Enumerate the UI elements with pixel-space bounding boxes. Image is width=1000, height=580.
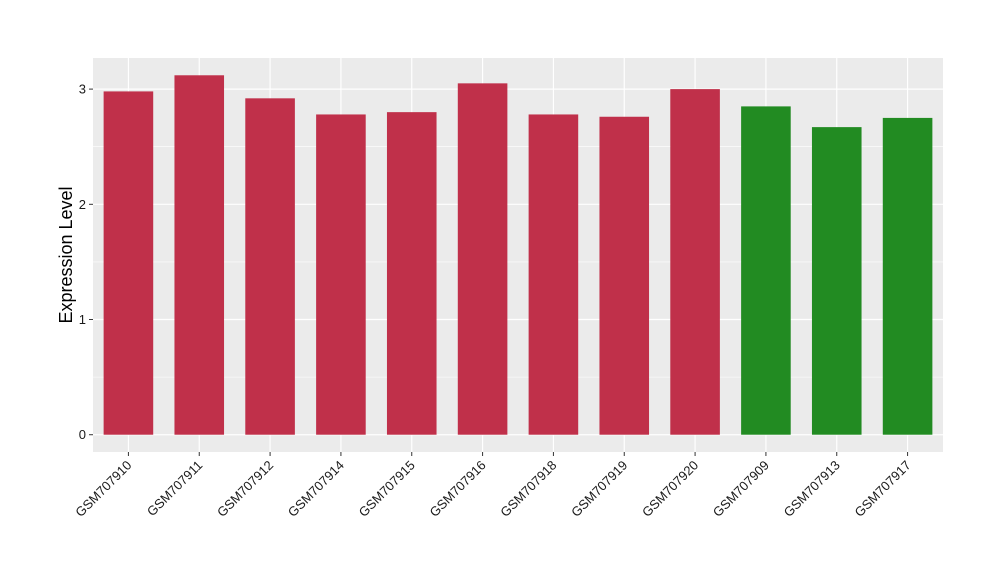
- bar-gsm707917: [882, 117, 933, 435]
- y-axis-title: Expression Level: [56, 186, 76, 323]
- x-tick-label: GSM707910: [72, 458, 134, 520]
- y-tick-label: 0: [79, 427, 86, 442]
- bar-gsm707920: [670, 89, 720, 435]
- bar-gsm707909: [741, 106, 791, 435]
- y-tick-label: 1: [79, 312, 86, 327]
- x-tick-label: GSM707918: [497, 458, 559, 520]
- y-axis: 0 1 2 3: [79, 82, 93, 442]
- bar-gsm707918: [528, 114, 579, 435]
- bar-gsm707911: [174, 75, 225, 435]
- bar-gsm707912: [245, 98, 295, 435]
- x-tick-label: GSM707916: [426, 458, 488, 520]
- plot-panel: [93, 58, 943, 452]
- x-tick-label: GSM707911: [144, 458, 206, 520]
- x-tick-label: GSM707914: [285, 458, 347, 520]
- bar-gsm707913: [811, 127, 862, 435]
- bar-gsm707914: [316, 114, 366, 435]
- bars: [103, 75, 933, 435]
- x-tick-label: GSM707920: [639, 458, 701, 520]
- x-axis: GSM707910 GSM707911 GSM707912 GSM707914 GSM7…: [72, 452, 914, 520]
- x-tick-label: GSM707917: [851, 458, 913, 520]
- bar-gsm707915: [386, 112, 437, 435]
- bar-gsm707916: [457, 83, 508, 435]
- x-tick-label: GSM707919: [568, 458, 630, 520]
- x-tick-label: GSM707913: [781, 458, 843, 520]
- bar-gsm707910: [103, 91, 154, 435]
- x-tick-label: GSM707915: [356, 458, 418, 520]
- bar-gsm707919: [599, 116, 650, 435]
- x-tick-label: GSM707912: [214, 458, 276, 520]
- y-tick-label: 3: [79, 82, 86, 97]
- y-tick-label: 2: [79, 197, 86, 212]
- x-tick-label: GSM707909: [710, 458, 772, 520]
- minor-gridlines: [93, 146, 943, 378]
